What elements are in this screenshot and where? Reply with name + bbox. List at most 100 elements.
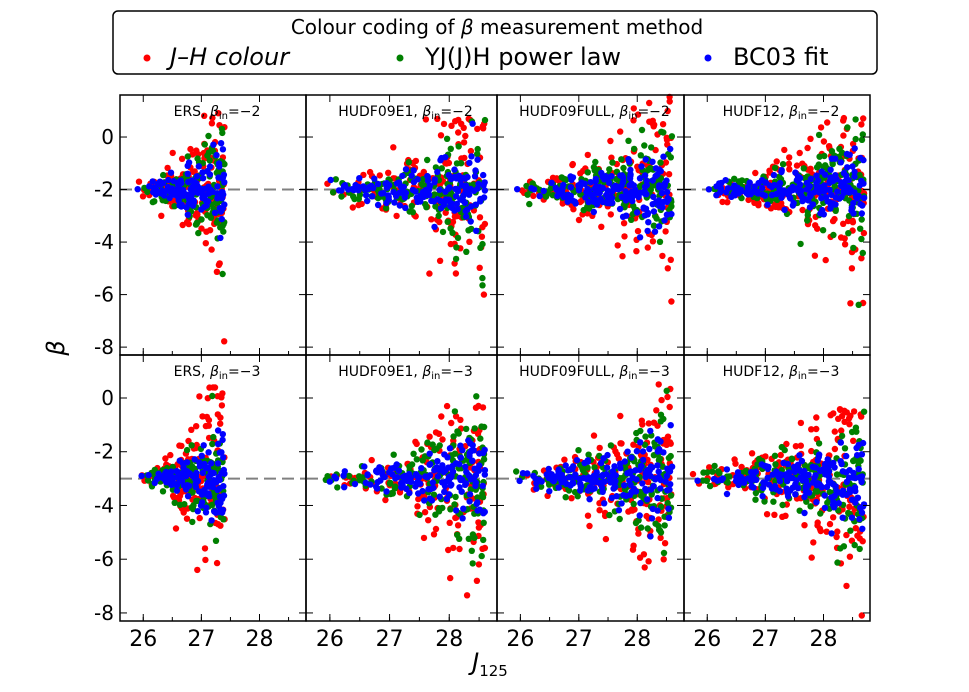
bc03-fit-point xyxy=(472,471,480,479)
powerlaw-point-series xyxy=(710,116,868,308)
bc03-fit-point xyxy=(758,184,766,192)
jh-colour-point xyxy=(646,99,653,107)
jh-colour-point xyxy=(218,402,226,409)
bc03-fit-point xyxy=(364,197,371,205)
bc03-fit-point xyxy=(855,465,862,473)
bc03-fit-point xyxy=(197,502,205,509)
powerlaw-point xyxy=(324,473,331,480)
powerlaw-point xyxy=(410,450,417,457)
jh-colour-point xyxy=(393,212,400,220)
jh-colour-point xyxy=(421,509,429,516)
jh-colour-point xyxy=(460,139,468,146)
powerlaw-point xyxy=(852,116,859,123)
bc03-fit-point xyxy=(462,213,470,220)
powerlaw-point xyxy=(345,472,353,480)
jh-colour-point xyxy=(619,253,626,260)
bc03-fit-point xyxy=(466,491,474,498)
jh-colour-point xyxy=(785,160,793,167)
bc03-fit-point xyxy=(565,467,572,474)
panel: HUDF12, βin=−2 xyxy=(683,94,871,356)
jh-colour-point xyxy=(412,438,419,445)
powerlaw-point xyxy=(752,496,759,503)
bc03-fit-point xyxy=(801,467,808,475)
bc03-fit-point xyxy=(462,481,469,488)
jh-colour-point xyxy=(630,117,637,124)
jh-colour-point xyxy=(823,528,830,535)
jh-colour-point xyxy=(193,423,200,430)
bc03-fit-point xyxy=(627,469,634,477)
powerlaw-point xyxy=(772,477,779,485)
powerlaw-point xyxy=(332,176,339,183)
bc03-fit-point xyxy=(391,199,398,206)
jh-colour-point xyxy=(848,265,856,272)
bc03-fit-point xyxy=(215,160,223,167)
jh-colour-point xyxy=(439,436,446,443)
jh-colour-point xyxy=(831,445,839,453)
bc03-fit-point xyxy=(217,140,225,147)
bc03-fit-point xyxy=(200,442,207,449)
jh-colour-point xyxy=(797,419,805,427)
powerlaw-point xyxy=(213,219,221,226)
powerlaw-point xyxy=(636,183,644,190)
jh-colour-point xyxy=(188,426,195,433)
powerlaw-point xyxy=(469,560,476,567)
powerlaw-point xyxy=(796,507,803,514)
jh-colour-point xyxy=(843,582,850,590)
powerlaw-point xyxy=(829,160,836,168)
bc03-fit-point xyxy=(744,183,752,191)
powerlaw-point xyxy=(667,154,674,161)
bc03-fit-point xyxy=(809,201,817,208)
bc03-fit-point xyxy=(851,173,858,180)
bc03-fit-point xyxy=(516,477,523,485)
bc03-fit-point xyxy=(624,448,631,455)
x-tick-label: 26 xyxy=(693,627,721,652)
bc03-fit-point xyxy=(598,169,605,177)
bc03-fit-point xyxy=(787,487,794,494)
powerlaw-point xyxy=(709,468,716,475)
bc03-fit-point xyxy=(758,461,765,468)
powerlaw-point xyxy=(609,159,616,166)
bc03-fit-point xyxy=(219,506,227,514)
bc03-fit-point xyxy=(589,193,596,200)
bc03-fit-point xyxy=(854,494,862,501)
bc03-fit-point xyxy=(532,475,539,482)
bc03-fit-point xyxy=(203,482,211,490)
jh-colour-point xyxy=(858,612,865,619)
bc03-fit-point xyxy=(173,487,181,494)
bc03-fit-point xyxy=(445,491,453,498)
bc03-fit-point xyxy=(608,188,616,195)
jh-colour-point xyxy=(644,244,651,251)
bc03-fit-point xyxy=(821,187,828,194)
bc03-fit-point xyxy=(618,193,625,200)
powerlaw-point xyxy=(660,549,668,557)
bc03-fit-point xyxy=(828,494,835,501)
powerlaw-point xyxy=(630,500,637,508)
bc03-fit-point xyxy=(440,201,448,208)
powerlaw-point xyxy=(667,492,675,499)
powerlaw-point xyxy=(473,393,480,400)
jh-colour-point-series xyxy=(713,114,868,307)
jh-colour-point xyxy=(196,514,203,522)
bc03-fit-point xyxy=(178,201,185,208)
jh-colour-point xyxy=(164,164,171,172)
bc03-fit-point xyxy=(850,210,857,217)
powerlaw-point xyxy=(579,465,586,472)
jh-colour-point xyxy=(187,145,194,153)
powerlaw-point xyxy=(424,439,431,446)
bc03-fit-point xyxy=(426,472,434,479)
bc03-fit-point xyxy=(362,192,370,199)
bc03-fit-point xyxy=(220,483,227,490)
legend-label-bc03: BC03 fit xyxy=(733,43,829,71)
powerlaw-point xyxy=(378,485,385,492)
bc03-fit-point xyxy=(380,190,387,197)
bc03-fit-point xyxy=(434,168,441,176)
powerlaw-point xyxy=(452,493,459,501)
bc03-fit-point xyxy=(832,201,839,208)
jh-colour-point xyxy=(664,107,671,115)
bc03-fit-point xyxy=(210,141,217,148)
bc03-fit-point xyxy=(220,191,227,198)
bc03-fit-point xyxy=(660,184,668,191)
jh-colour-point xyxy=(630,441,637,448)
bc03-fit-point xyxy=(184,170,191,177)
powerlaw-point xyxy=(663,387,670,394)
